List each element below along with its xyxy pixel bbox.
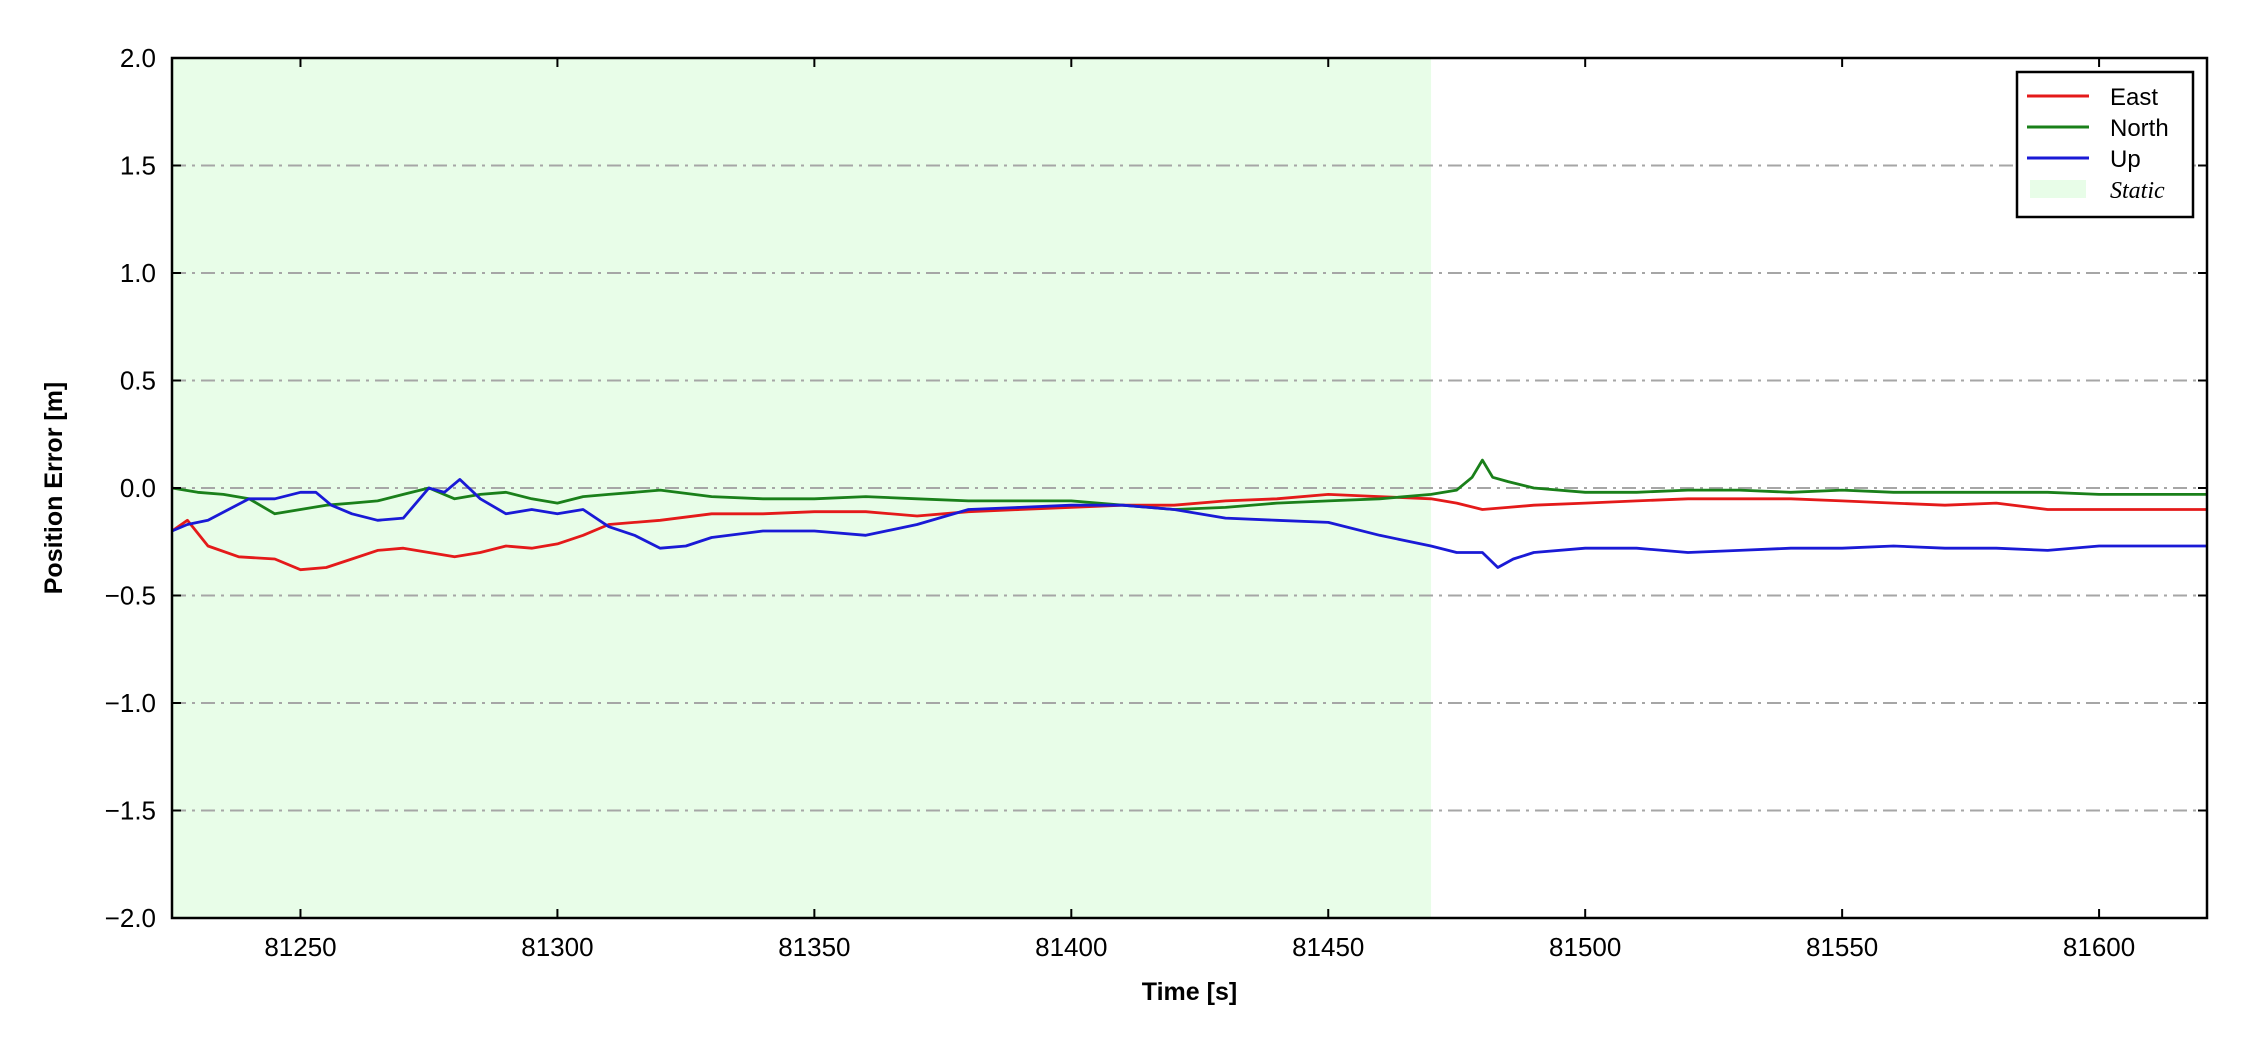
legend-label-up: Up [2110,146,2141,173]
legend-label-north: North [2110,115,2169,142]
legend-swatch-static [2030,180,2086,198]
legend-label-static: Static [2110,178,2165,204]
y-tick-label: 0.5 [120,366,156,396]
gridlines [172,164,2207,812]
y-tick-label: 1.5 [120,151,156,181]
x-tick-label: 81350 [778,932,850,962]
y-tick-label: 0.0 [120,473,156,503]
y-axis-ticks: −2.0 −1.5 −1.0 −0.5 0.0 0.5 1.0 1.5 2.0 [105,43,2207,933]
legend-label-east: East [2110,84,2158,111]
x-tick-label: 81450 [1292,932,1364,962]
y-tick-label: −1.5 [105,796,156,826]
series-line-north [171,458,2207,516]
legend: East North Up Static [2015,70,2195,219]
y-tick-label: −0.5 [105,581,156,611]
series-line-east [171,492,2207,572]
series-line-up [171,477,2207,569]
y-tick-label: 1.0 [120,258,156,288]
x-tick-label: 81550 [1806,932,1878,962]
x-tick-label: 81400 [1035,932,1107,962]
y-axis-label: Position Error [m] [40,382,68,595]
x-axis-ticks: 81250 81300 81350 81400 81450 81500 81550 81600 [264,58,2135,962]
y-tick-label: −1.0 [105,688,156,718]
series-lines [171,458,2207,572]
x-tick-label: 81600 [2063,932,2135,962]
x-tick-label: 81300 [521,932,593,962]
x-axis-label: Time [s] [1142,978,1237,1006]
x-tick-label: 81250 [264,932,336,962]
x-tick-label: 81500 [1549,932,1621,962]
y-tick-label: 2.0 [120,43,156,73]
y-tick-label: −2.0 [105,903,156,933]
